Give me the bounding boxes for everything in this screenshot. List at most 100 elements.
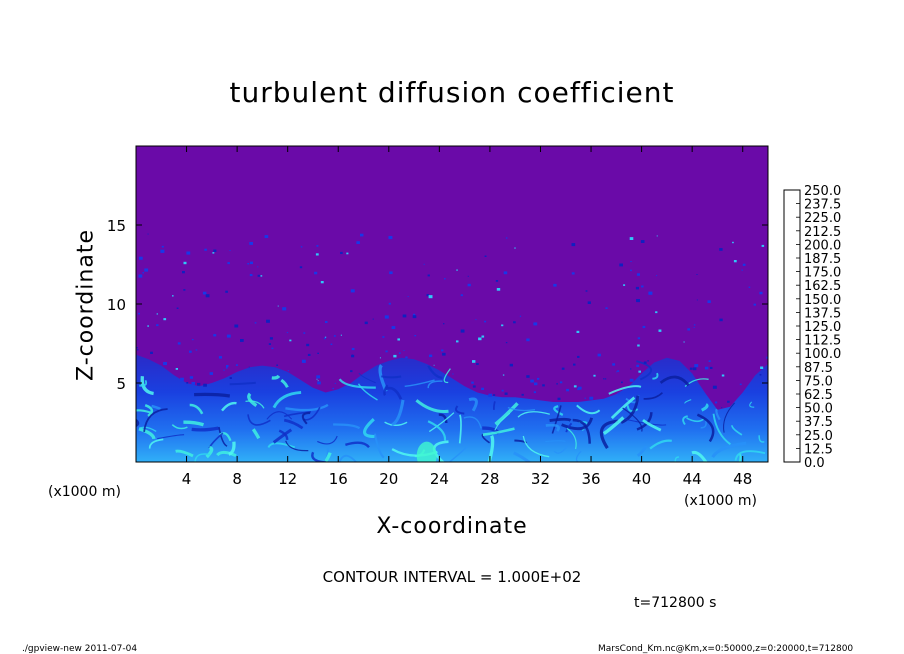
speckle xyxy=(247,263,250,265)
speckle xyxy=(340,251,343,254)
turbulent-streak xyxy=(448,445,469,462)
turbulent-streak xyxy=(144,403,154,418)
speckle xyxy=(759,291,763,295)
speckle xyxy=(346,252,349,255)
speckle xyxy=(452,373,454,375)
turbulent-streak xyxy=(171,424,188,430)
speckle xyxy=(426,294,430,297)
turbulent-streak xyxy=(507,406,536,412)
speckle xyxy=(307,353,311,356)
turbulent-streak xyxy=(139,379,148,387)
colorbar-label: 37.5 xyxy=(804,415,833,430)
speckle xyxy=(467,283,471,287)
speckle xyxy=(616,371,618,373)
turbulent-streak xyxy=(700,403,709,412)
speckle xyxy=(402,314,407,318)
speckle xyxy=(693,367,697,371)
turbulent-streak xyxy=(317,435,338,445)
speckle xyxy=(460,329,465,333)
turbulent-streak xyxy=(280,378,289,388)
chart-title: turbulent diffusion coefficient xyxy=(229,76,675,109)
turbulent-streak xyxy=(566,427,577,450)
speckle xyxy=(557,397,561,401)
speckle xyxy=(183,261,187,265)
speckle xyxy=(719,248,723,251)
speckle xyxy=(427,274,430,277)
speckle xyxy=(709,366,713,369)
speckle xyxy=(496,288,501,291)
speckle xyxy=(573,385,577,388)
turbulent-streak xyxy=(324,452,332,462)
turbulent-streak xyxy=(468,397,478,412)
speckle xyxy=(212,252,215,254)
speckle xyxy=(505,237,508,239)
speckle xyxy=(621,381,623,384)
turbulent-streak xyxy=(333,423,361,430)
y-tick-label: 15 xyxy=(107,217,126,235)
speckle xyxy=(505,342,508,344)
turbulent-streak xyxy=(311,451,330,462)
turbulent-streak xyxy=(175,449,194,458)
speckle xyxy=(689,367,693,370)
speckle xyxy=(403,350,405,351)
speckle xyxy=(504,392,508,395)
speckle xyxy=(630,261,632,262)
speckle xyxy=(460,294,463,297)
speckle xyxy=(351,354,355,358)
speckle xyxy=(388,302,391,305)
contour-interval: CONTOUR INTERVAL = 1.000E+02 xyxy=(322,568,582,586)
speckle xyxy=(630,368,632,370)
speckle xyxy=(138,274,143,278)
speckle xyxy=(269,337,273,340)
turbulent-streak xyxy=(381,375,402,379)
speckle xyxy=(577,386,582,390)
speckle xyxy=(300,246,303,248)
speckle xyxy=(589,396,594,400)
turbulent-streak xyxy=(620,395,640,424)
speckle xyxy=(514,247,516,249)
speckle xyxy=(553,283,557,287)
speckle xyxy=(317,380,319,382)
turbulent-streak xyxy=(385,386,403,400)
speckle xyxy=(277,305,279,307)
speckle xyxy=(533,322,538,326)
turbulent-streak xyxy=(626,405,639,413)
turbulent-streak xyxy=(404,379,435,387)
speckle xyxy=(739,383,742,386)
speckle xyxy=(742,263,746,266)
speckle xyxy=(656,235,658,237)
speckle xyxy=(636,299,640,303)
speckle xyxy=(334,382,336,384)
speckle xyxy=(503,271,508,275)
speckle xyxy=(306,343,310,347)
speckle xyxy=(225,290,228,293)
turbulent-streak xyxy=(682,415,688,426)
speckle xyxy=(493,394,496,396)
speckle xyxy=(502,374,505,376)
speckle xyxy=(696,274,698,275)
speckle xyxy=(481,387,484,390)
speckle xyxy=(172,295,174,297)
speckle xyxy=(286,332,289,334)
speckle xyxy=(655,311,658,314)
speckle xyxy=(260,275,263,277)
speckle xyxy=(619,263,623,267)
speckle xyxy=(719,318,723,322)
colorbar-label: 62.5 xyxy=(804,388,833,403)
speckle xyxy=(513,321,516,324)
speckle xyxy=(721,407,723,409)
x-axis: 4 8 12 16 20 24 28 32 36 40 44 48 xyxy=(182,146,752,488)
turbulent-streak xyxy=(427,380,443,389)
turbulent-streak xyxy=(428,412,455,433)
speckle xyxy=(195,349,198,351)
speckle xyxy=(683,341,685,343)
speckle xyxy=(405,356,408,359)
speckle xyxy=(330,343,333,345)
x-tick-label: 8 xyxy=(232,470,242,488)
speckle xyxy=(442,352,446,356)
speckle xyxy=(623,284,626,286)
x-tick-label: 20 xyxy=(379,470,398,488)
colorbar-label: 200.0 xyxy=(804,238,841,253)
speckle xyxy=(391,326,396,329)
